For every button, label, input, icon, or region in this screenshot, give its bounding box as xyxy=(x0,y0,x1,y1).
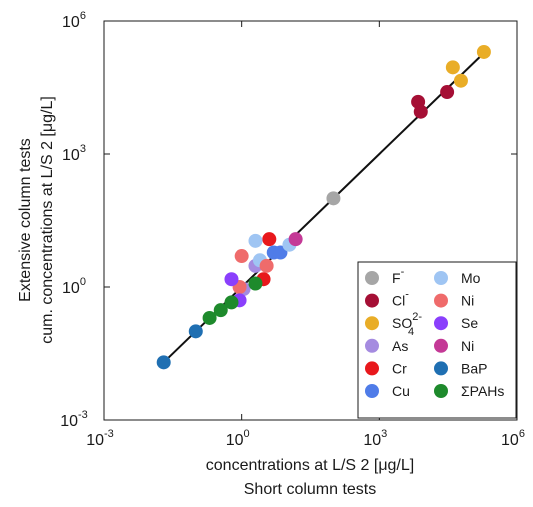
y-tick-exponent: 3 xyxy=(80,143,86,155)
legend-marker xyxy=(434,384,448,398)
legend-label: Ni xyxy=(461,338,474,354)
legend-label: BaP xyxy=(461,360,487,376)
x-tick-exponent: 3 xyxy=(381,428,387,440)
x-tick-exponent: 6 xyxy=(519,428,525,440)
data-point-so-2-1 xyxy=(453,73,468,88)
legend-marker xyxy=(365,271,379,285)
data-point-pahs-11-1 xyxy=(224,295,239,310)
x-tick-exponent: 0 xyxy=(244,428,250,440)
legend-marker xyxy=(365,316,379,331)
x-axis-label-line2: Short column tests xyxy=(244,481,377,498)
legend-superscript: - xyxy=(401,266,405,278)
data-point-pahs-11-3 xyxy=(213,303,228,318)
data-point-mo-6-0 xyxy=(248,233,263,248)
legend-superscript: - xyxy=(405,289,409,301)
data-point-so-2-0 xyxy=(445,60,460,75)
y-axis-label-line2: cum. concentrations at L/S 2 [μg/L] xyxy=(39,96,56,344)
data-point-ni-9-0 xyxy=(288,232,303,247)
data-point-cl-1-2 xyxy=(440,85,455,100)
legend-marker xyxy=(365,384,379,398)
data-point-f-0-0 xyxy=(326,191,341,206)
y-tick-label: 10-3 xyxy=(60,409,88,430)
legend-marker xyxy=(434,293,448,308)
x-tick-label: 10-3 xyxy=(86,428,114,449)
legend-subscript: 4 xyxy=(408,326,414,338)
legend-label: Cl- xyxy=(392,289,409,309)
legend-marker xyxy=(434,361,448,376)
data-point-pahs-11-0 xyxy=(202,310,217,325)
plot-frame xyxy=(103,20,518,421)
legend-marker xyxy=(365,293,379,308)
data-points-layer xyxy=(156,44,491,370)
legend-label: ΣPAHs xyxy=(461,383,504,399)
legend-label: Cr xyxy=(392,360,407,376)
legend-superscript: 2- xyxy=(412,311,422,323)
legend-label: Cu xyxy=(392,383,410,399)
legend-label: As xyxy=(392,338,408,354)
legend-marker xyxy=(434,271,448,285)
x-tick-label: 100 xyxy=(226,428,250,449)
legend-marker xyxy=(365,338,379,353)
y-tick-label: 100 xyxy=(62,276,86,297)
x-tick-exponent: -3 xyxy=(104,428,114,440)
x-tick-label: 103 xyxy=(363,428,387,449)
legend-label: Mo xyxy=(461,270,481,286)
data-point-ni-7-1 xyxy=(259,258,274,273)
legend-marker xyxy=(365,361,379,376)
data-point-bap-10-0 xyxy=(156,355,171,370)
legend-label: Ni xyxy=(461,293,474,309)
y-tick-exponent: 0 xyxy=(80,276,86,288)
legend-marker xyxy=(434,338,448,353)
legend-label: Se xyxy=(461,315,478,331)
data-point-se-8-0 xyxy=(224,272,239,287)
legend-marker xyxy=(434,316,448,331)
data-point-cl-1-1 xyxy=(413,104,428,119)
y-tick-exponent: 6 xyxy=(80,10,86,22)
data-point-bap-10-1 xyxy=(188,324,203,339)
data-point-cr-4-0 xyxy=(262,232,277,247)
y-tick-label: 103 xyxy=(62,143,86,164)
data-point-so-2-2 xyxy=(476,44,491,59)
data-point-ni-7-0 xyxy=(234,249,249,264)
x-tick-label: 106 xyxy=(501,428,525,449)
y-tick-label: 106 xyxy=(62,10,86,31)
y-tick-exponent: -3 xyxy=(78,409,88,421)
x-axis-label-line1: concentrations at L/S 2 [μg/L] xyxy=(206,457,414,474)
y-axis-label-line1: Extensive column tests xyxy=(17,138,34,302)
data-point-pahs-11-2 xyxy=(248,276,263,291)
